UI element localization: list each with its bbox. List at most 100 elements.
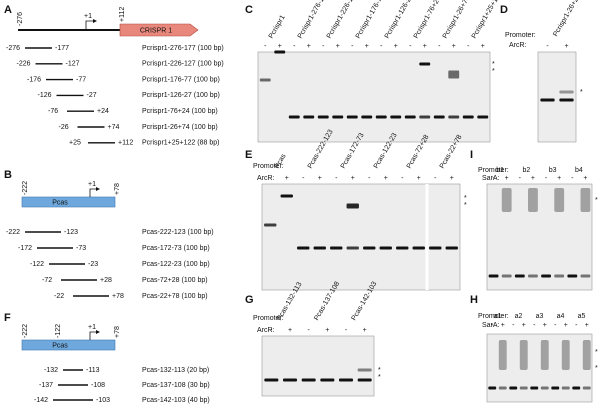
fragment-end: +74 xyxy=(108,124,120,131)
fragment-name: Pcrispr1-126-27 (100 bp) xyxy=(142,92,220,99)
fragment-name: Pcrispr1-226-127 (100 bp) xyxy=(142,61,224,68)
gene-label: CRISPR 1 xyxy=(140,27,172,34)
gel-band xyxy=(580,274,591,278)
gel xyxy=(486,333,593,403)
asterisk: * xyxy=(595,349,598,356)
lane-sign: - xyxy=(368,175,371,182)
lane-sign: + xyxy=(585,322,589,329)
gel-band xyxy=(419,115,431,119)
lane-sign: + xyxy=(278,43,282,50)
lane-sign: + xyxy=(365,43,369,50)
panel-label: I xyxy=(470,149,473,161)
fragment-name: Pcrispr1-276-177 (100 bp) xyxy=(142,45,224,52)
promoter-box xyxy=(21,196,116,208)
gel-band xyxy=(301,378,316,382)
fragment-name: Pcas-142-103 (40 bp) xyxy=(142,397,210,404)
fragment-name: Pcas-122-23 (100 bp) xyxy=(142,261,210,268)
row-label: Promoter: xyxy=(478,167,509,174)
lane-sign: - xyxy=(322,43,325,50)
lane-sign: - xyxy=(409,43,412,50)
gel-band xyxy=(498,386,507,390)
map-mid: -122 xyxy=(55,324,62,338)
lane-sign: + xyxy=(318,175,322,182)
gel-band xyxy=(551,386,560,390)
fragment-start: -226 xyxy=(17,61,31,68)
asterisk: * xyxy=(492,68,495,75)
gel-band xyxy=(346,246,359,250)
gel-band xyxy=(514,274,525,278)
asterisk: * xyxy=(464,202,467,209)
asterisk: * xyxy=(378,374,381,381)
fragment-name: Pcrispr1-26+74 (100 bp) xyxy=(142,124,218,131)
fragment-end: +112 xyxy=(118,140,133,147)
fragment-start: -72 xyxy=(42,277,52,284)
gel-band xyxy=(448,70,460,79)
asterisk: * xyxy=(378,367,381,374)
gel xyxy=(261,335,375,397)
fragment-name: Pcas-72+28 (100 bp) xyxy=(142,277,208,284)
lane-header: b2 xyxy=(522,167,530,174)
gel-band xyxy=(357,368,372,372)
lane-sign: - xyxy=(335,175,338,182)
lane-sign: + xyxy=(583,175,587,182)
fragment-end: -23 xyxy=(88,261,98,268)
lane-sign: - xyxy=(293,43,296,50)
fragment-start: -176 xyxy=(27,76,41,83)
tss-arrow xyxy=(89,188,98,197)
gel-band xyxy=(361,115,373,119)
gel-band xyxy=(404,115,416,119)
lane-sign: - xyxy=(467,43,470,50)
panel-label: C xyxy=(245,4,253,16)
fragment-start: -26 xyxy=(59,124,69,131)
asterisk: * xyxy=(595,365,598,372)
gel-band xyxy=(320,378,335,382)
fragment-end: -27 xyxy=(87,92,97,99)
lane-sign: - xyxy=(545,175,548,182)
fragment-end: -77 xyxy=(76,76,86,83)
gel-band xyxy=(303,115,315,119)
gel-band xyxy=(375,115,387,119)
lane-sign: + xyxy=(481,43,485,50)
fragment-start: -22 xyxy=(54,293,64,300)
lane-header: b3 xyxy=(549,167,557,174)
gel-band xyxy=(274,50,286,54)
fragment-end: -127 xyxy=(66,61,80,68)
lane-sign: + xyxy=(564,322,568,329)
asterisk: * xyxy=(464,195,467,202)
gel xyxy=(257,51,491,143)
lane-header: a1 xyxy=(494,313,502,320)
fragment-end: -103 xyxy=(96,397,110,404)
lane-sign: + xyxy=(285,175,289,182)
row-label: Promoter: xyxy=(478,313,509,320)
lane-sign: + xyxy=(423,43,427,50)
gel-band xyxy=(559,90,574,94)
panel-label: G xyxy=(245,294,254,306)
fragment-start: -76 xyxy=(48,108,58,115)
fragment-name: Pcas-222-123 (100 bp) xyxy=(142,229,214,236)
tss-head xyxy=(96,187,100,191)
tss-head xyxy=(93,19,97,23)
fragment-end: -177 xyxy=(55,45,69,52)
gel-smear xyxy=(519,340,528,370)
gel-smear xyxy=(498,340,507,370)
fragment-start: -137 xyxy=(39,382,53,389)
lane-sign: - xyxy=(264,43,267,50)
lane-sign: + xyxy=(417,175,421,182)
gel-band xyxy=(541,274,551,278)
gel-band xyxy=(280,194,293,198)
lane-sign: - xyxy=(546,43,549,50)
fragment-start: -222 xyxy=(6,229,20,236)
gel-band xyxy=(357,378,372,382)
asterisk: * xyxy=(595,197,598,204)
lane-sign: + xyxy=(501,322,505,329)
gel-band xyxy=(540,386,549,390)
gel-band xyxy=(288,115,300,119)
row-label: Promoter: xyxy=(253,315,284,322)
lane-sign: - xyxy=(533,322,536,329)
lane-sign: + xyxy=(384,175,388,182)
row-label: ArcR: xyxy=(257,327,275,334)
lane-sign: + xyxy=(452,43,456,50)
lane-sign: - xyxy=(571,175,574,182)
tss-arrow xyxy=(89,331,98,340)
